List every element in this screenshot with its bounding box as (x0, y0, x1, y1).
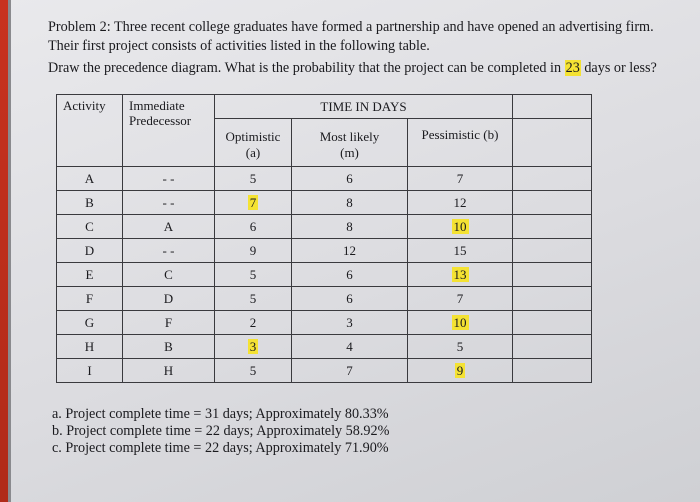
activity-cell: H (56, 334, 123, 359)
pessimistic-cell: 7 (406, 286, 514, 311)
pessimistic-cell: 15 (406, 238, 514, 263)
table-row: D - - 9 12 15 (56, 238, 593, 263)
pessimistic-cell: 7 (406, 166, 514, 191)
header-empty-cell (512, 94, 593, 119)
activity-cell: D (56, 238, 123, 263)
answer-choice-b: b. Project complete time = 22 days; Appr… (52, 423, 390, 439)
highlighted-value: 3 (247, 338, 259, 354)
pessimistic-cell: 9 (406, 358, 514, 383)
predecessor-cell: F (122, 310, 215, 335)
most-likely-cell: 4 (291, 334, 408, 359)
predecessor-cell: - - (122, 238, 215, 263)
table-row: C A 6 8 10 (56, 214, 593, 239)
problem-line-1: Problem 2: Three recent college graduate… (48, 19, 654, 35)
problem-question: Draw the precedence diagram. What is the… (48, 59, 698, 78)
optimistic-cell: 7 (214, 190, 292, 215)
empty-cell (512, 214, 593, 239)
optimistic-cell: 9 (214, 238, 292, 263)
answer-choices: a. Project complete time = 31 days; Appr… (52, 406, 389, 457)
table-row: F D 5 6 7 (56, 286, 593, 311)
activity-cell: C (56, 214, 123, 239)
empty-cell (512, 262, 593, 287)
activity-cell: I (56, 358, 123, 383)
table-row: B - - 7 8 12 (56, 190, 593, 215)
highlighted-value: 10 (451, 218, 469, 234)
activity-time-table: Activity Immediate Predecessor TIME IN DA… (56, 94, 593, 383)
empty-cell (512, 190, 593, 215)
empty-cell (512, 334, 593, 359)
highlighted-value: 9 (454, 362, 466, 378)
header-empty-cell (512, 118, 593, 167)
empty-cell (512, 166, 593, 191)
optimistic-cell: 5 (214, 166, 292, 191)
activity-cell: A (56, 166, 123, 191)
table-row: H B 3 4 5 (56, 334, 593, 359)
most-likely-cell: 12 (291, 238, 408, 263)
empty-cell (512, 238, 593, 263)
highlighted-days: 23 (564, 60, 581, 76)
optimistic-cell: 3 (214, 334, 292, 359)
problem-line-2: Their first project consists of activiti… (48, 38, 430, 54)
empty-cell (512, 310, 593, 335)
header-most-likely: Most likely (m) (291, 118, 408, 167)
predecessor-cell: - - (122, 166, 215, 191)
pessimistic-cell: 13 (406, 262, 514, 287)
question-suffix: days or less? (580, 60, 657, 76)
predecessor-cell: D (122, 286, 215, 311)
header-optimistic: Optimistic (a) (214, 118, 292, 167)
activity-cell: G (56, 310, 123, 335)
optimistic-cell: 2 (214, 310, 292, 335)
table-row: E C 5 6 13 (56, 262, 593, 287)
predecessor-cell: A (122, 214, 215, 239)
activity-cell: F (56, 286, 123, 311)
predecessor-cell: C (122, 262, 215, 287)
highlighted-value: 10 (451, 314, 469, 330)
question-prefix: Draw the precedence diagram. What is the… (48, 60, 565, 76)
most-likely-cell: 6 (291, 166, 408, 191)
most-likely-cell: 6 (291, 286, 408, 311)
predecessor-cell: B (122, 334, 215, 359)
header-immediate-predecessor: Immediate Predecessor (122, 94, 215, 167)
answer-choice-c: c. Project complete time = 22 days; Appr… (52, 440, 389, 456)
most-likely-cell: 3 (291, 310, 408, 335)
empty-cell (512, 358, 593, 383)
most-likely-cell: 7 (291, 358, 408, 383)
most-likely-cell: 6 (291, 262, 408, 287)
table-row: G F 2 3 10 (56, 310, 593, 335)
most-likely-cell: 8 (291, 190, 408, 215)
empty-cell (512, 286, 593, 311)
most-likely-cell: 8 (291, 214, 408, 239)
highlighted-value: 13 (451, 266, 469, 282)
pessimistic-cell: 10 (406, 214, 514, 239)
problem-statement: Problem 2: Three recent college graduate… (48, 18, 698, 78)
table-row: I H 5 7 9 (56, 358, 593, 383)
table-row: A - - 5 6 7 (56, 166, 593, 191)
pessimistic-cell: 12 (406, 190, 514, 215)
header-pessimistic: Pessimistic (b) (406, 118, 514, 167)
orange-edge-strip (0, 0, 11, 502)
answer-choice-a: a. Project complete time = 31 days; Appr… (52, 406, 389, 422)
optimistic-cell: 6 (214, 214, 292, 239)
optimistic-cell: 5 (214, 262, 292, 287)
predecessor-cell: - - (122, 190, 215, 215)
pessimistic-cell: 10 (406, 310, 514, 335)
predecessor-cell: H (122, 358, 215, 383)
optimistic-cell: 5 (214, 286, 292, 311)
highlighted-value: 7 (247, 194, 259, 210)
optimistic-cell: 5 (214, 358, 292, 383)
pessimistic-cell: 5 (406, 334, 514, 359)
activity-cell: B (56, 190, 123, 215)
header-activity: Activity (56, 94, 123, 167)
header-time-in-days: TIME IN DAYS (213, 94, 514, 119)
activity-cell: E (56, 262, 123, 287)
